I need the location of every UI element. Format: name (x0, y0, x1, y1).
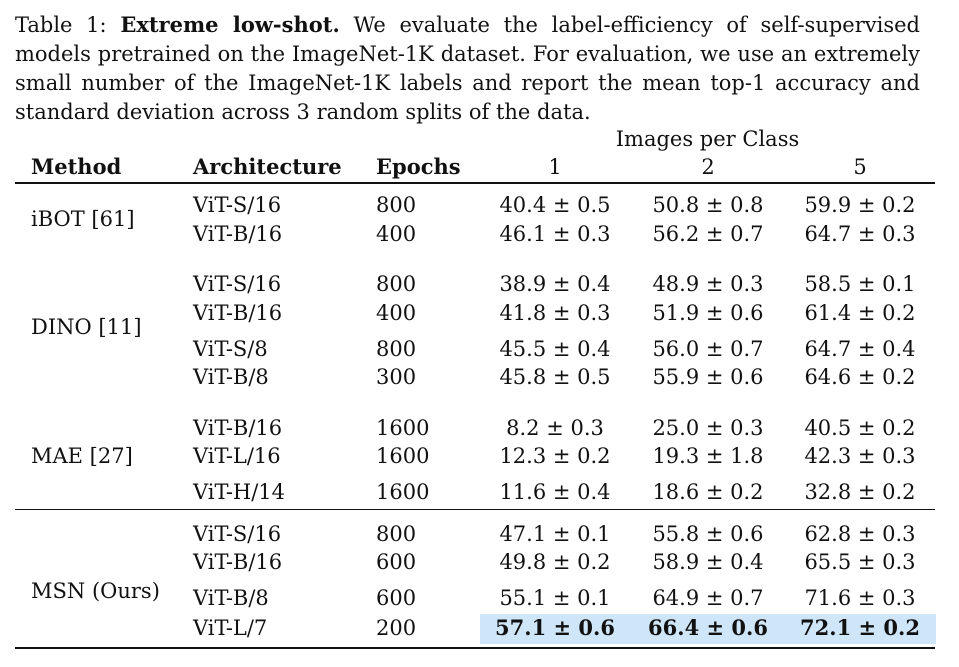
value-1: 38.9 ± 0.4 (499, 272, 611, 296)
value-5: 59.9 ± 0.2 (804, 193, 916, 217)
epochs: 300 (376, 365, 417, 389)
value-1: 45.8 ± 0.5 (499, 365, 611, 389)
arch: ViT-L/7 (193, 616, 268, 640)
epochs: 800 (376, 337, 417, 361)
value-5: 40.5 ± 0.2 (804, 416, 916, 440)
value-2: 56.0 ± 0.7 (652, 337, 764, 361)
value-5: 64.7 ± 0.3 (804, 222, 916, 246)
value-5: 61.4 ± 0.2 (804, 301, 916, 325)
value-2: 51.9 ± 0.6 (652, 301, 764, 325)
epochs: 600 (376, 550, 417, 574)
epochs: 800 (376, 522, 417, 546)
value-5-best: 72.1 ± 0.2 (800, 615, 920, 640)
arch: ViT-B/8 (193, 586, 269, 610)
value-1: 41.8 ± 0.3 (499, 301, 611, 325)
header-architecture: Architecture (193, 154, 342, 179)
arch: ViT-S/16 (193, 193, 282, 217)
value-2: 48.9 ± 0.3 (652, 272, 764, 296)
value-5: 42.3 ± 0.3 (804, 444, 916, 468)
value-1-best: 57.1 ± 0.6 (495, 615, 615, 640)
arch: ViT-S/8 (193, 337, 268, 361)
arch: ViT-B/16 (193, 416, 283, 440)
value-2: 58.9 ± 0.4 (652, 550, 764, 574)
value-2: 56.2 ± 0.7 (652, 222, 764, 246)
epochs: 400 (376, 222, 417, 246)
caption-label: Table 1: (15, 13, 107, 37)
epochs: 600 (376, 586, 417, 610)
method-mae: MAE [27] (31, 444, 133, 468)
value-1: 55.1 ± 0.1 (499, 586, 611, 610)
header-images-per-class: Images per Class (615, 127, 800, 151)
rule-bottom (15, 647, 935, 649)
epochs: 800 (376, 272, 417, 296)
arch: ViT-S/16 (193, 522, 282, 546)
value-5: 64.6 ± 0.2 (804, 365, 916, 389)
epochs: 800 (376, 193, 417, 217)
value-5: 65.5 ± 0.3 (804, 550, 916, 574)
value-5: 62.8 ± 0.3 (804, 522, 916, 546)
value-2: 64.9 ± 0.7 (652, 586, 764, 610)
value-5: 71.6 ± 0.3 (804, 586, 916, 610)
arch: ViT-B/16 (193, 222, 283, 246)
value-1: 46.1 ± 0.3 (499, 222, 611, 246)
value-2: 19.3 ± 1.8 (652, 444, 764, 468)
value-5: 32.8 ± 0.2 (804, 480, 916, 504)
header-epochs: Epochs (376, 154, 461, 179)
epochs: 400 (376, 301, 417, 325)
value-1: 49.8 ± 0.2 (499, 550, 611, 574)
value-2: 55.8 ± 0.6 (652, 522, 764, 546)
method-ibot: iBOT [61] (31, 207, 135, 231)
value-5: 64.7 ± 0.4 (804, 337, 916, 361)
arch: ViT-B/8 (193, 365, 269, 389)
method-dino: DINO [11] (31, 315, 142, 339)
epochs: 200 (376, 616, 417, 640)
table-caption: Table 1: Extreme low-shot. We evaluate t… (15, 10, 920, 127)
value-5: 58.5 ± 0.1 (804, 272, 916, 296)
arch: ViT-B/16 (193, 550, 283, 574)
epochs: 1600 (376, 416, 430, 440)
header-method: Method (31, 154, 122, 179)
arch: ViT-B/16 (193, 301, 283, 325)
value-2: 55.9 ± 0.6 (652, 365, 764, 389)
header-col-2: 2 (701, 155, 715, 179)
value-1: 47.1 ± 0.1 (499, 522, 611, 546)
caption-text: We evaluate the label-efficiency of self… (15, 13, 920, 124)
epochs: 1600 (376, 444, 430, 468)
arch: ViT-S/16 (193, 272, 282, 296)
arch: ViT-L/16 (193, 444, 281, 468)
method-msn: MSN (Ours) (31, 579, 160, 603)
value-1: 12.3 ± 0.2 (499, 444, 611, 468)
value-2-best: 66.4 ± 0.6 (648, 615, 768, 640)
rule-header (15, 182, 935, 184)
rule-msn (15, 509, 935, 510)
value-1: 45.5 ± 0.4 (499, 337, 611, 361)
header-col-5: 5 (853, 155, 867, 179)
value-2: 25.0 ± 0.3 (652, 416, 764, 440)
best-row-highlight (480, 614, 936, 644)
caption-title: Extreme low-shot. (120, 12, 340, 37)
value-1: 8.2 ± 0.3 (506, 416, 604, 440)
value-2: 50.8 ± 0.8 (652, 193, 764, 217)
value-2: 18.6 ± 0.2 (652, 480, 764, 504)
value-1: 40.4 ± 0.5 (499, 193, 611, 217)
epochs: 1600 (376, 480, 430, 504)
arch: ViT-H/14 (193, 480, 286, 504)
header-col-1: 1 (548, 155, 562, 179)
value-1: 11.6 ± 0.4 (499, 480, 611, 504)
